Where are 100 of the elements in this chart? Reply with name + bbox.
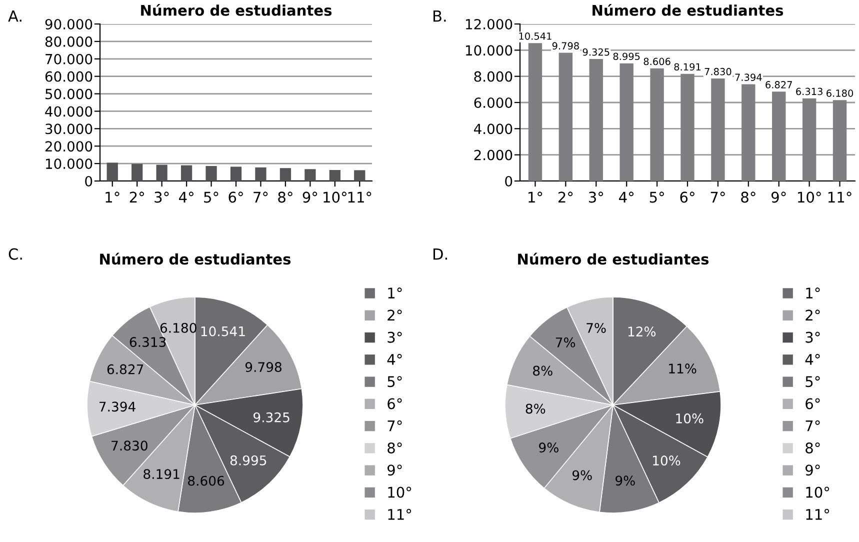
data-label: 10%: [653, 456, 680, 466]
data-label: 8%: [533, 366, 552, 376]
data-label: 6.827: [766, 81, 792, 88]
x-tick-label: 4°: [178, 192, 194, 202]
data-label: 8.995: [613, 52, 640, 60]
x-tick-label: 10°: [798, 192, 821, 203]
y-tick-label: 60.000: [45, 71, 92, 82]
legend-label: 7°: [806, 420, 820, 432]
data-label: 9.798: [552, 42, 579, 50]
data-label: 10.541: [519, 32, 552, 40]
data-label: 7.394: [99, 402, 136, 412]
y-tick-label: 0: [85, 176, 92, 186]
text: A.: [8, 10, 22, 22]
legend-label: 5°: [806, 376, 820, 388]
text: B.: [434, 10, 446, 22]
data-label: 11%: [669, 364, 696, 374]
legend-label: 2°: [806, 310, 820, 320]
data-label: 9.325: [254, 412, 290, 422]
bar: [304, 169, 316, 181]
legend-label: 3°: [806, 332, 820, 343]
legend-label: 5°: [388, 376, 402, 388]
data-label: 10.541: [201, 326, 245, 336]
legend-label: 4°: [805, 354, 820, 365]
bar: [711, 78, 725, 181]
x-tick-label: 1°: [106, 192, 120, 202]
x-tick-label: 5°: [204, 192, 218, 203]
y-tick-label: 6.000: [474, 97, 512, 108]
y-tick-label: 90.000: [45, 18, 92, 30]
data-label: 7%: [586, 322, 606, 333]
legend-label: 10°: [806, 486, 830, 498]
legend-label: 9°: [806, 464, 820, 476]
legend-label: 6°: [388, 398, 402, 410]
legend-label: 4°: [387, 354, 402, 365]
legend-label: 1°: [806, 288, 820, 298]
data-label: 6.827: [107, 364, 144, 374]
data-label: 12%: [628, 326, 656, 337]
data-label: 8.995: [230, 455, 266, 466]
data-label: 7.394: [735, 74, 762, 81]
y-tick-label: 10.000: [46, 158, 92, 170]
legend-label: 3°: [388, 332, 402, 343]
bar: [180, 165, 192, 181]
legend-label: 10°: [388, 486, 412, 498]
chart-title: Número de estudiantes: [100, 252, 291, 265]
data-label: 8.606: [188, 476, 224, 486]
bar: [742, 84, 756, 181]
bar: [156, 164, 168, 181]
data-label: 8.606: [644, 58, 670, 66]
bar: [255, 167, 266, 181]
y-tick-label: 4.000: [474, 124, 512, 134]
bar: [230, 166, 242, 181]
x-tick-label: 8°: [278, 192, 292, 203]
y-tick-label: 12.000: [466, 18, 512, 30]
x-tick-label: 3°: [588, 192, 604, 203]
text: D.: [434, 248, 447, 260]
x-tick-label: 7°: [710, 192, 725, 202]
x-tick-label: 9°: [771, 192, 786, 203]
x-tick-label: 2°: [130, 192, 144, 202]
chart-title: Número de estudiantes: [518, 252, 709, 265]
y-tick-label: 8.000: [474, 71, 512, 82]
data-label: 9%: [539, 442, 558, 453]
x-tick-label: 6°: [680, 192, 694, 203]
legend-label: 8°: [388, 442, 402, 454]
bar: [589, 59, 603, 181]
data-label: 8%: [526, 404, 546, 414]
data-label: 9.798: [245, 362, 282, 372]
y-tick-label: 10.000: [466, 45, 512, 56]
data-label: 7.830: [112, 440, 148, 451]
bar: [558, 52, 573, 181]
legend-label: 2°: [388, 310, 402, 320]
x-tick-label: 7°: [254, 192, 268, 202]
data-label: 7%: [556, 337, 576, 348]
y-tick-label: 40.000: [45, 106, 92, 117]
data-label: 6.313: [796, 88, 822, 96]
y-tick-label: 70.000: [46, 54, 92, 64]
bar: [106, 162, 118, 181]
data-label: 10%: [676, 413, 704, 424]
x-tick-label: 6°: [228, 192, 243, 203]
data-label: 8.191: [674, 63, 701, 71]
legend-label: 11°: [388, 508, 412, 520]
legend-label: 6°: [806, 398, 820, 410]
x-tick-label: 5°: [650, 192, 664, 203]
data-label: 6.313: [130, 337, 166, 348]
bar: [528, 43, 542, 181]
legend-label: 11°: [806, 508, 830, 520]
y-tick-label: 0: [505, 176, 512, 186]
bar: [280, 168, 292, 181]
data-label: 9%: [572, 470, 592, 480]
x-tick-label: 8°: [741, 192, 756, 203]
x-tick-label: 3°: [154, 192, 169, 203]
y-tick-label: 2.000: [474, 150, 512, 160]
legend-label: 1°: [388, 288, 402, 298]
y-tick-label: 50.000: [46, 88, 92, 100]
x-tick-label: 1°: [528, 192, 542, 202]
y-tick-label: 20.000: [45, 141, 92, 152]
legend-label: 7°: [388, 420, 402, 432]
x-tick-label: 9°: [302, 192, 318, 203]
bar: [206, 166, 217, 181]
data-label: 8.191: [144, 469, 180, 480]
x-tick-label: 11°: [348, 192, 372, 202]
x-tick-label: 4°: [619, 192, 634, 202]
